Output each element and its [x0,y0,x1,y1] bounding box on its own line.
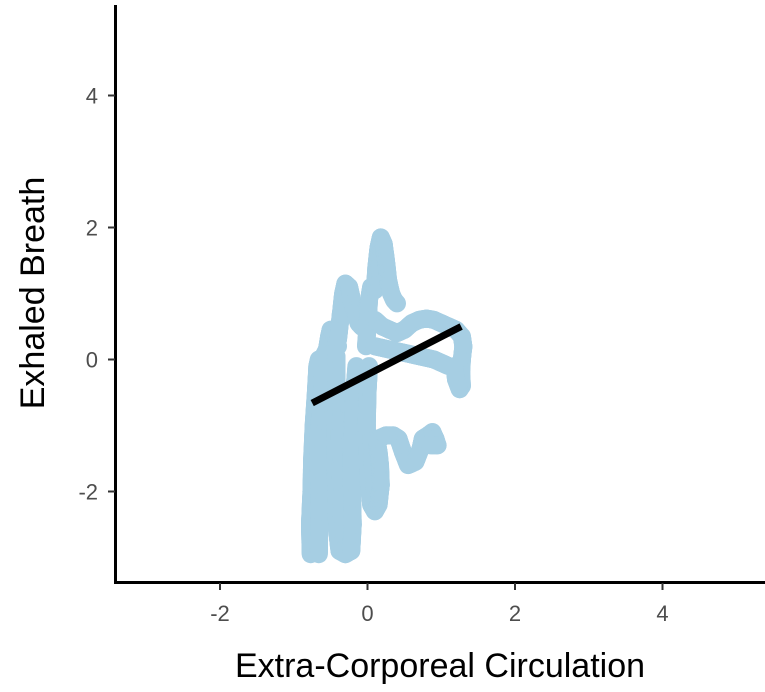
x-tick-label: 4 [656,601,668,626]
y-ticks: -2 0 2 4 [78,84,115,505]
data-point [421,436,440,455]
x-axis-title: Extra-Corporeal Circulation [235,647,645,685]
y-tick-label: 2 [86,216,98,241]
x-ticks: -2 0 2 4 [210,583,669,626]
y-tick-label: -2 [78,480,98,505]
x-tick-label: -2 [210,601,230,626]
data-point [439,357,458,376]
fit-layer [310,323,463,407]
x-tick-label: 2 [509,601,521,626]
y-axis-title: Exhaled Breath [14,177,52,410]
y-tick-label: 0 [86,348,98,373]
y-tick-label: 4 [86,84,98,109]
x-tick-label: 0 [361,601,373,626]
fit-line [310,323,463,407]
data-point [388,294,406,313]
